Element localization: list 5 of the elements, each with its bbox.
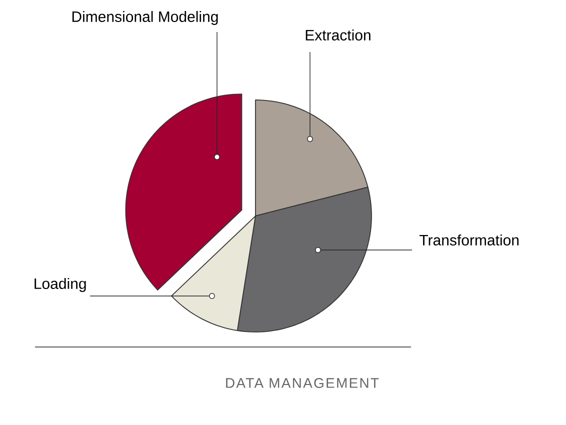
text: DATA MANAGEMENT [226,378,379,388]
slice-label: Loading [34,278,86,292]
slice-label: Extraction [306,29,370,40]
slice-label: Transformation [420,234,519,246]
slice-label: Dimensional Modeling [72,11,218,25]
